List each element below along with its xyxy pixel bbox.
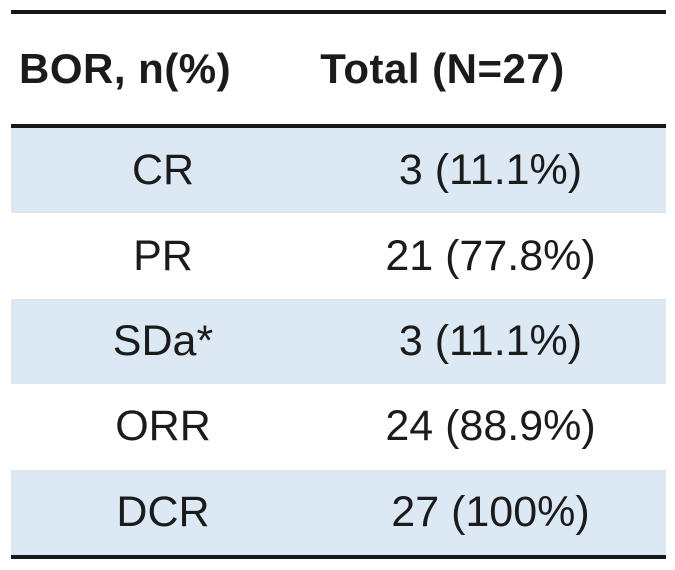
bottom-rule bbox=[11, 554, 666, 559]
row-value: 27 (100%) bbox=[391, 487, 590, 536]
row-value: 3 (11.1%) bbox=[398, 146, 583, 195]
table-row-cr: CR 3 (11.1%) bbox=[11, 128, 666, 214]
table-header-row: BOR, n(%) Total (N=27) bbox=[11, 14, 666, 124]
row-label: SDa* bbox=[112, 316, 214, 365]
row-value: 3 (11.1%) bbox=[398, 316, 583, 365]
response-table: BOR, n(%) Total (N=27) CR 3 (11.1%) PR 2… bbox=[11, 10, 666, 559]
header-total-label: Total (N=27) bbox=[320, 45, 565, 92]
table-row-pr: PR 21 (77.8%) bbox=[11, 213, 666, 299]
top-rule bbox=[11, 10, 666, 14]
table-row-orr: ORR 24 (88.9%) bbox=[11, 384, 666, 470]
table-row-dcr: DCR 27 (100%) bbox=[11, 469, 666, 555]
row-label: DCR bbox=[116, 487, 210, 536]
header-rule bbox=[11, 124, 666, 128]
row-value: 24 (88.9%) bbox=[385, 402, 596, 451]
table-row-sd: SDa* 3 (11.1%) bbox=[11, 298, 666, 385]
header-bor-label: BOR, n(%) bbox=[19, 45, 232, 92]
row-label: PR bbox=[133, 231, 193, 280]
row-label: ORR bbox=[115, 402, 211, 451]
row-value: 21 (77.8%) bbox=[385, 231, 596, 280]
row-label: CR bbox=[131, 146, 195, 195]
